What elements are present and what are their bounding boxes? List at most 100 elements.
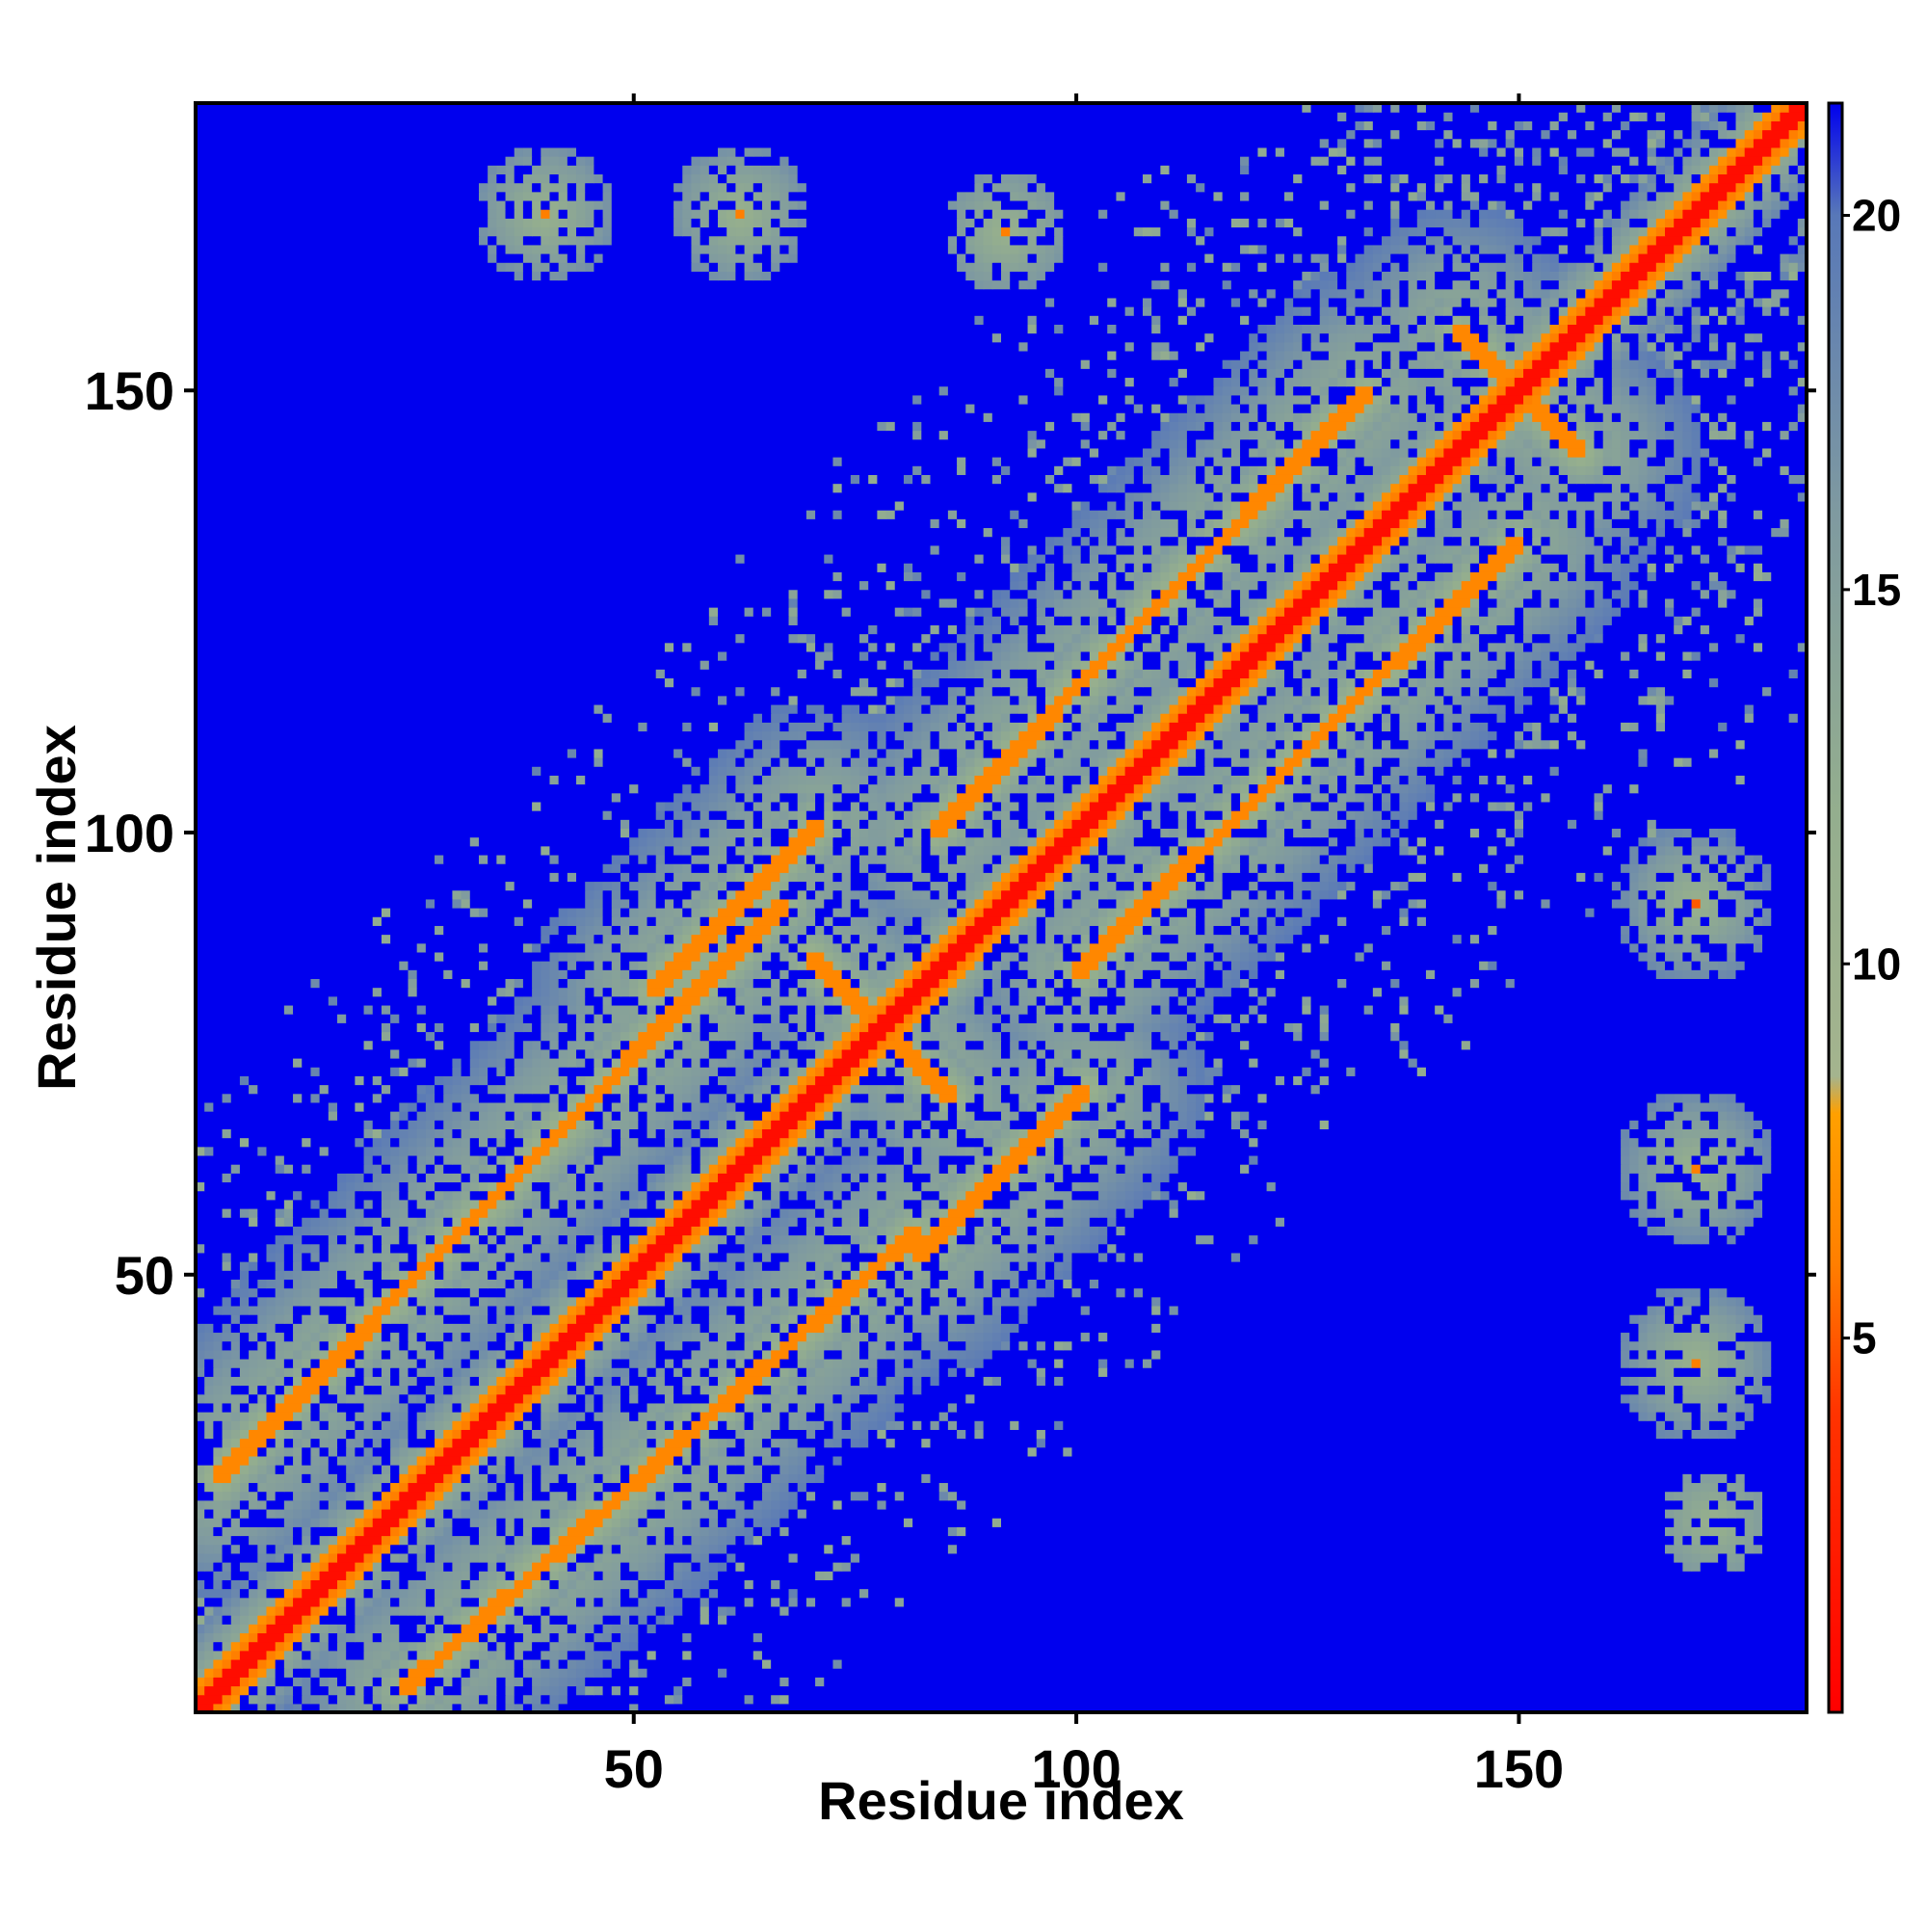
heatmap-cell-run xyxy=(257,1358,268,1368)
heatmap-cell-run xyxy=(938,1340,949,1351)
heatmap-cell-run xyxy=(1036,1358,1055,1368)
heatmap-cell-run xyxy=(381,1199,391,1209)
heatmap-cell-run xyxy=(293,1279,303,1289)
heatmap-cell-run xyxy=(416,1579,427,1590)
heatmap-cell-run xyxy=(991,1340,1002,1351)
heatmap-cell-run xyxy=(435,1323,444,1334)
heatmap-cell-run xyxy=(576,1393,586,1404)
heatmap-cell-run xyxy=(1107,1190,1118,1201)
heatmap-cell-run xyxy=(1708,1199,1719,1209)
heatmap-cell-run xyxy=(1691,1305,1710,1315)
heatmap-cell-run xyxy=(655,1226,666,1236)
heatmap-cell-run xyxy=(355,1305,365,1315)
heatmap-cell-run xyxy=(576,1571,586,1580)
heatmap-cell-run xyxy=(266,1579,277,1590)
heatmap-cell-run xyxy=(1708,1190,1719,1201)
heatmap-cell-run xyxy=(283,1367,294,1377)
heatmap-cell-run xyxy=(514,1420,524,1430)
heatmap-cell-run xyxy=(213,1482,224,1493)
heatmap-cell-run xyxy=(1621,1173,1630,1183)
heatmap-cell-run xyxy=(1674,1412,1683,1421)
heatmap-cell-run xyxy=(957,1305,966,1315)
heatmap-cell-run xyxy=(832,1544,949,1554)
heatmap-cell-run xyxy=(196,1562,205,1572)
heatmap-cell-run xyxy=(505,1261,515,1271)
heatmap-cell-run xyxy=(638,1508,648,1519)
heatmap-cell-run xyxy=(293,1571,303,1580)
heatmap-cell-run xyxy=(903,1314,913,1324)
heatmap-cell-run xyxy=(850,1402,869,1413)
heatmap-cell-run xyxy=(1674,1508,1683,1519)
heatmap-cell-run xyxy=(700,1571,710,1580)
heatmap-cell-run xyxy=(302,1217,312,1227)
heatmap-cell-run xyxy=(328,1518,338,1527)
heatmap-cell-run xyxy=(1700,1314,1710,1324)
heatmap-cell-run xyxy=(850,1412,860,1421)
heatmap-cell-run xyxy=(275,1402,303,1413)
heatmap-cell-run xyxy=(1665,1296,1675,1307)
heatmap-cell-run xyxy=(435,1482,444,1493)
heatmap-cell-run xyxy=(1691,1340,1702,1351)
heatmap-cell-run xyxy=(620,1499,630,1510)
heatmap-cell-run xyxy=(620,1349,630,1360)
heatmap-cell-run xyxy=(850,1332,860,1342)
heatmap-cell-run xyxy=(488,1694,497,1705)
heatmap-cell-run xyxy=(549,1412,560,1421)
heatmap-cell-run xyxy=(522,1349,533,1360)
heatmap-cell-run xyxy=(647,1367,657,1377)
heatmap-cell-run xyxy=(461,1340,471,1351)
heatmap-cell-run xyxy=(522,1703,533,1713)
heatmap-cell-run xyxy=(336,1588,347,1599)
heatmap-cell-run xyxy=(1727,1217,1737,1227)
heatmap-cell-run xyxy=(567,1438,577,1448)
heatmap-cell-run xyxy=(611,1605,621,1616)
heatmap-cell-run xyxy=(1691,1323,1702,1334)
heatmap-cell-run xyxy=(576,1385,586,1395)
heatmap-cell-run xyxy=(302,1491,312,1501)
heatmap-cell-run xyxy=(1204,1190,1622,1201)
heatmap-cell-run xyxy=(390,1226,400,1236)
heatmap-cell-run xyxy=(691,1190,701,1201)
heatmap-cell-run xyxy=(390,1234,400,1245)
heatmap-cell-run xyxy=(363,1588,374,1599)
heatmap-cell-run xyxy=(1753,1349,1763,1360)
heatmap-cell-run xyxy=(779,1305,790,1315)
heatmap-cell-run xyxy=(1638,1358,1649,1368)
heatmap-cell-run xyxy=(1700,1412,1710,1421)
heatmap-cell-run xyxy=(602,1526,613,1537)
heatmap-cell-run xyxy=(1700,1429,1710,1440)
heatmap-cell-run xyxy=(744,1518,754,1527)
heatmap-cell-run xyxy=(532,1658,541,1669)
heatmap-cell-run xyxy=(293,1685,303,1696)
heatmap-cell-run xyxy=(620,1412,630,1421)
heatmap-cell-run xyxy=(346,1217,356,1227)
heatmap-cell-run xyxy=(336,1446,347,1457)
heatmap-cell-run xyxy=(1718,1402,1728,1413)
heatmap-cell-run xyxy=(1621,1340,1630,1351)
heatmap-cell-run xyxy=(435,1615,444,1625)
heatmap-cell-run xyxy=(346,1358,356,1368)
heatmap-cell-run xyxy=(319,1438,330,1448)
heatmap-cell-run xyxy=(283,1376,294,1387)
heatmap-cell-run xyxy=(1044,1164,1055,1174)
heatmap-cell-run xyxy=(381,1234,391,1245)
heatmap-cell-run xyxy=(435,1562,444,1572)
heatmap-cell-run xyxy=(275,1243,285,1254)
heatmap-cell-run xyxy=(797,1482,807,1493)
heatmap-cell-run xyxy=(576,1579,586,1590)
heatmap-cell-run xyxy=(425,1226,436,1236)
heatmap-cell-run xyxy=(718,1438,727,1448)
heatmap-cell-run xyxy=(390,1420,400,1430)
heatmap-cell-run xyxy=(1018,1243,1029,1254)
heatmap-cell-run xyxy=(469,1455,480,1466)
heatmap-cell-run xyxy=(1018,1252,1029,1262)
heatmap-cell-run xyxy=(744,1597,754,1607)
heatmap-cell-run xyxy=(514,1305,524,1315)
heatmap-cell-run xyxy=(850,1270,860,1280)
heatmap-cell-run xyxy=(1647,1181,1657,1192)
heatmap-cell-run xyxy=(355,1632,365,1643)
heatmap-cell-run xyxy=(1116,1287,1126,1298)
heatmap-cell-run xyxy=(275,1296,285,1307)
heatmap-cell-run xyxy=(805,1154,816,1165)
heatmap-cell-run xyxy=(283,1632,294,1643)
